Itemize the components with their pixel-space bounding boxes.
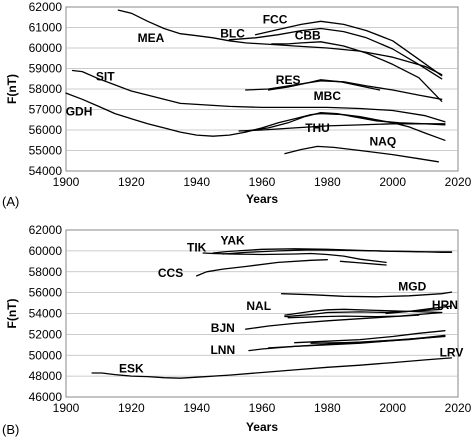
series-label-mgd: MGD — [398, 279, 426, 293]
series-label-gdh: GDH — [66, 105, 93, 119]
y-tick-label: 58000 — [29, 82, 63, 96]
series-label-naq: NAQ — [370, 134, 397, 148]
y-tick-label: 50000 — [29, 348, 63, 362]
series-line-mea — [117, 9, 443, 76]
x-tick-label: 1940 — [183, 175, 210, 189]
series-lines-b — [91, 248, 453, 379]
gridlines-a — [66, 27, 458, 151]
y-tick-label: 61000 — [29, 21, 63, 35]
y-axis-title-a: F(nT) — [5, 74, 19, 104]
x-tick-label: 1900 — [53, 401, 80, 415]
series-line — [284, 308, 443, 318]
x-tick-labels-b: 1900 1920 1940 1960 1980 2000 2020 — [53, 401, 472, 415]
y-tick-labels-a: 54000 55000 56000 57000 58000 59000 60000 61000… — [29, 0, 63, 178]
series-line-gdh — [65, 92, 446, 141]
y-tick-label: 62000 — [29, 0, 63, 14]
series-label-hrn: HRN — [432, 298, 458, 312]
series-label-res: RES — [276, 73, 301, 87]
y-tick-label: 48000 — [29, 369, 63, 383]
series-line-blc — [228, 27, 443, 80]
panel-b: YAK TIK CCS MGD HRN NAL BJN LNN LRV ESK 46000 4800… — [2, 223, 472, 437]
series-line-mbc — [267, 79, 381, 91]
y-tick-label: 57000 — [29, 103, 63, 117]
panel-a: FCC BLC CBB MEA SIT RES MBC GDH THU NAQ 54000 5500… — [2, 0, 472, 209]
y-tick-label: 59000 — [29, 62, 63, 76]
series-line — [222, 249, 453, 255]
y-tick-label: 56000 — [29, 123, 63, 137]
series-label-tik: TIK — [187, 241, 207, 255]
y-tick-labels-b: 46000 48000 50000 52000 54000 56000 58000 60000… — [29, 223, 63, 404]
y-tick-label: 62000 — [29, 223, 63, 237]
series-label-sit: SIT — [96, 70, 115, 84]
series-label-thu: THU — [305, 121, 330, 135]
series-line-thu — [245, 111, 446, 132]
series-line-esk — [91, 357, 453, 379]
series-line-cbb — [271, 41, 443, 102]
y-tick-label: 52000 — [29, 327, 63, 341]
series-label-blc: BLC — [220, 27, 245, 41]
series-label-esk: ESK — [119, 361, 144, 375]
y-tick-label: 60000 — [29, 41, 63, 55]
series-label-bjn: BJN — [211, 321, 235, 335]
y-tick-label: 46000 — [29, 390, 63, 404]
x-tick-label: 2020 — [445, 175, 472, 189]
y-tick-label: 58000 — [29, 265, 63, 279]
series-label-mea: MEA — [138, 31, 165, 45]
series-line-res — [245, 80, 443, 100]
series-label-lnn: LNN — [210, 343, 235, 357]
series-line-mgd — [280, 291, 453, 298]
panel-label-a: (A) — [2, 194, 19, 209]
x-tick-label: 1940 — [183, 401, 210, 415]
series-line-naq — [284, 145, 440, 163]
series-label-lrv: LRV — [440, 346, 464, 360]
gridlines-b — [66, 250, 458, 377]
series-labels-a: FCC BLC CBB MEA SIT RES MBC GDH THU NAQ — [66, 12, 396, 148]
x-tick-label: 1980 — [314, 401, 341, 415]
series-line-ccs — [196, 259, 328, 277]
y-tick-label: 54000 — [29, 164, 63, 178]
series-lines-a — [65, 9, 446, 163]
series-line-fcc — [254, 20, 443, 77]
x-tick-label: 1920 — [118, 175, 145, 189]
x-tick-label: 2000 — [379, 401, 406, 415]
series-label-mbc: MBC — [314, 89, 342, 103]
y-tick-label: 56000 — [29, 286, 63, 300]
x-tick-label: 1920 — [118, 401, 145, 415]
series-label-ccs: CCS — [158, 266, 183, 280]
x-tick-label: 2020 — [445, 401, 472, 415]
y-tick-label: 60000 — [29, 244, 63, 258]
series-label-cbb: CBB — [295, 29, 321, 43]
series-label-fcc: FCC — [263, 12, 288, 26]
x-tick-label: 1960 — [249, 175, 276, 189]
series-line-lrv — [294, 330, 446, 344]
series-line — [310, 335, 446, 344]
x-tick-label: 1980 — [314, 175, 341, 189]
series-label-yak: YAK — [220, 233, 245, 247]
x-tick-label: 2000 — [379, 175, 406, 189]
series-labels-b: YAK TIK CCS MGD HRN NAL BJN LNN LRV ESK — [119, 233, 463, 375]
series-line — [267, 334, 446, 349]
series-label-nal: NAL — [246, 299, 271, 313]
series-line-sit — [71, 69, 446, 123]
panel-label-b: (B) — [2, 422, 19, 437]
series-line-bjn — [245, 314, 420, 330]
y-tick-label: 55000 — [29, 144, 63, 158]
y-tick-label: 54000 — [29, 307, 63, 321]
x-axis-title-a: Years — [246, 192, 278, 206]
x-axis-title-b: Years — [246, 420, 278, 434]
series-line-tik — [202, 252, 387, 264]
x-tick-label: 1900 — [53, 175, 80, 189]
y-axis-title-b: F(nT) — [5, 299, 19, 329]
x-tick-labels-a: 1900 1920 1940 1960 1980 2000 2020 — [53, 175, 472, 189]
series-line — [339, 260, 387, 266]
x-tick-label: 1960 — [249, 401, 276, 415]
